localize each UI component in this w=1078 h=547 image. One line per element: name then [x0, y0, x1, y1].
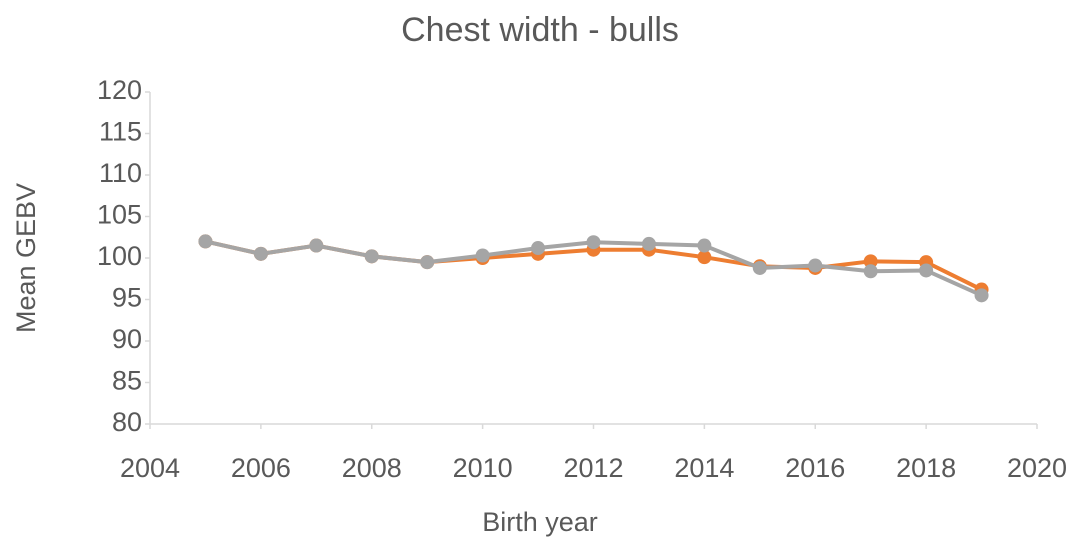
point [253, 246, 268, 261]
x-tick-label: 2008 [342, 453, 402, 483]
point [586, 235, 601, 250]
y-tick-label: 80 [112, 407, 142, 437]
y-tick-label: 90 [112, 324, 142, 354]
point [697, 238, 712, 253]
point [475, 248, 490, 263]
y-axis-label: Mean GEBV [11, 183, 41, 333]
x-tick-label: 2010 [453, 453, 513, 483]
y-tick-label: 85 [112, 366, 142, 396]
y-tick-label: 110 [99, 158, 142, 188]
x-tick-label: 2006 [231, 453, 291, 483]
point [863, 254, 878, 269]
y-tick-label: 120 [97, 75, 142, 105]
point [364, 249, 379, 264]
point [531, 241, 546, 256]
y-tick-label: 115 [99, 117, 142, 147]
chart-title: Chest width - bulls [401, 11, 679, 49]
point [974, 288, 989, 303]
point [808, 258, 823, 273]
x-axis-label: Birth year [482, 507, 598, 537]
y-tick-label: 105 [97, 200, 142, 230]
point [919, 263, 934, 278]
y-tick-label: 100 [97, 241, 142, 271]
x-tick-label: 2020 [1007, 453, 1067, 483]
x-tick-label: 2012 [563, 453, 623, 483]
point [697, 250, 712, 265]
point [198, 234, 213, 249]
point [752, 260, 767, 275]
point [863, 264, 878, 279]
x-tick-label: 2018 [896, 453, 956, 483]
x-tick-label: 2016 [785, 453, 845, 483]
x-tick-label: 2004 [120, 453, 180, 483]
x-tick-label: 2014 [674, 453, 734, 483]
y-tick-label: 95 [112, 283, 142, 313]
point [309, 238, 324, 253]
point [420, 255, 435, 270]
point [641, 236, 656, 251]
